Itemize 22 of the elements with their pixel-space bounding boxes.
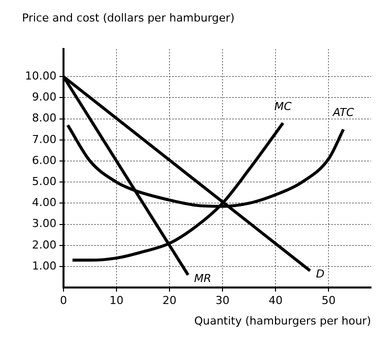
x-tick-label: 10 xyxy=(110,294,124,308)
y-tick-label: 5.00 xyxy=(32,174,56,188)
y-tick-label: 6.00 xyxy=(32,154,56,167)
y-tick-label: 9.00 xyxy=(32,90,56,104)
y-tick-label: 4.00 xyxy=(32,196,56,210)
x-tick-label: 30 xyxy=(216,294,230,308)
y-tick-label: 1.00 xyxy=(32,259,56,272)
y-tick-label: 2.00 xyxy=(32,238,56,252)
y-axis-title: Price and cost (dollars per hamburger) xyxy=(22,11,234,24)
series-label: ATC xyxy=(332,106,354,120)
y-tick-label: 3.00 xyxy=(32,217,56,230)
x-tick-label: 40 xyxy=(268,294,283,308)
series-label: MC xyxy=(274,100,292,113)
x-tick-label: 0 xyxy=(60,294,67,308)
x-axis-title: Quantity (hamburgers per hour) xyxy=(194,314,371,328)
y-tick-label: 8.00 xyxy=(32,112,56,125)
y-tick-label: 7.00 xyxy=(32,132,56,146)
x-tick-label: 20 xyxy=(162,294,177,308)
series-label: D xyxy=(316,268,325,281)
y-tick-label: 10.00 xyxy=(24,69,56,82)
x-tick-label: 50 xyxy=(322,294,336,308)
series-label: MR xyxy=(194,272,212,285)
